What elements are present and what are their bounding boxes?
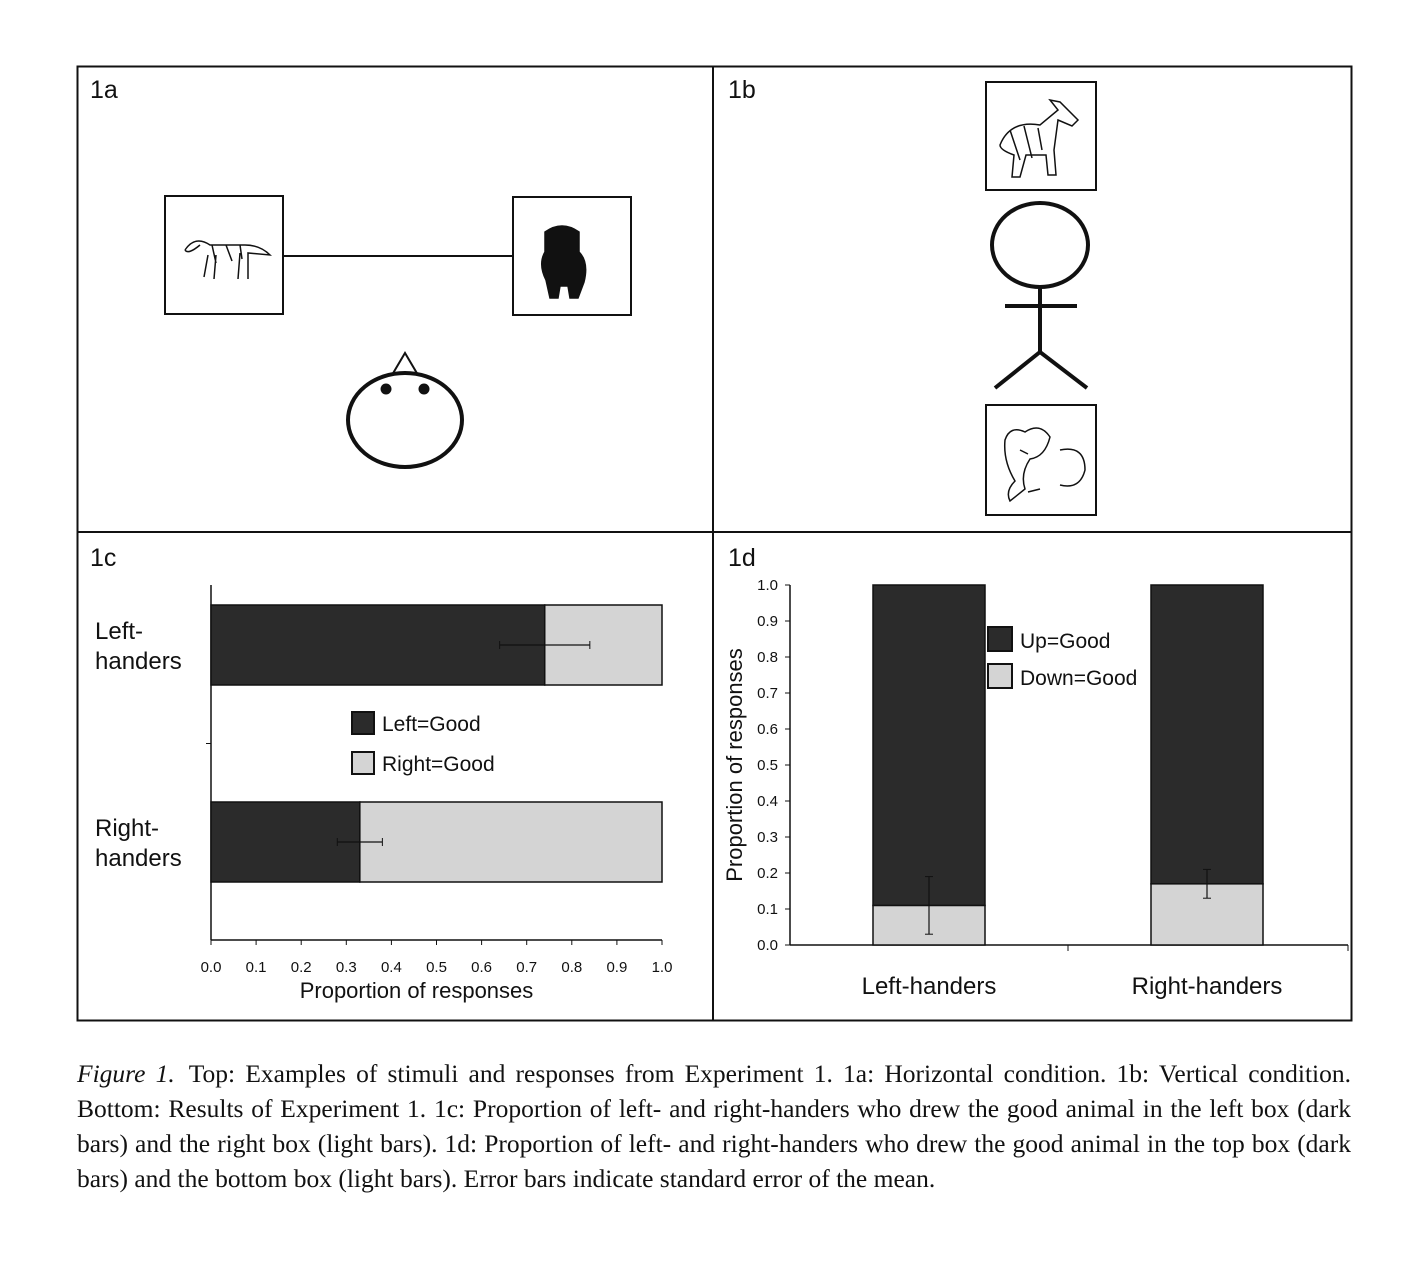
y-tick-label: 0.3 [757, 829, 778, 846]
error-bar [925, 876, 933, 935]
legend-swatch [987, 663, 1013, 689]
y-tick-label: 0.5 [757, 757, 778, 774]
x-axis-label: Proportion of responses [300, 978, 534, 1003]
y-tick-label: 0.2 [757, 865, 778, 882]
x-tick-label: 0.0 [201, 959, 222, 976]
figure: 1a 1b 1c 0.0 0.1 0.2 0.3 0.4 0.5 0.6 0.7 0.8 0.9 1.… [76, 65, 1353, 1022]
y-tick-label: 0.1 [757, 901, 778, 918]
y-tick-label: 0.7 [757, 685, 778, 702]
x-tick-label: 0.6 [471, 959, 492, 976]
category-label: Right-handers [95, 815, 182, 872]
caption-lead: Figure 1. [77, 1059, 175, 1088]
x-tick-label: 0.1 [246, 959, 267, 976]
bar-segment [1150, 584, 1264, 885]
bar-segment [872, 584, 986, 907]
error-bar [1203, 868, 1211, 899]
x-tick-label: 0.7 [516, 959, 537, 976]
caption: Figure 1. Top: Examples of stimuli and re… [77, 1056, 1351, 1196]
panel-label: 1d [728, 544, 756, 572]
category-line: handers [95, 648, 182, 675]
panel-label: 1c [90, 544, 116, 572]
bar-segment [210, 604, 546, 686]
figure-frame [76, 65, 1353, 1022]
legend-swatch [987, 626, 1013, 652]
legend-label: Down=Good [1020, 667, 1137, 690]
legend-label: Left=Good [382, 713, 481, 736]
x-tick-label: 1.0 [652, 959, 673, 976]
category-label: Left-handers [95, 618, 182, 675]
y-tick-label: 0.4 [757, 793, 778, 810]
x-tick-label: 0.4 [381, 959, 402, 976]
legend-label: Up=Good [1020, 630, 1110, 653]
y-tick-label: 0.0 [757, 937, 778, 954]
y-axis-label: Proportion of responses [722, 648, 747, 882]
legend-swatch [351, 711, 375, 735]
caption-text: Top: Examples of stimuli and responses f… [77, 1059, 1351, 1193]
category-line: Right- [95, 815, 159, 842]
y-tick-label: 0.9 [757, 613, 778, 630]
legend-swatch [351, 751, 375, 775]
x-tick-label: 0.3 [336, 959, 357, 976]
category-line: Left- [95, 618, 143, 645]
x-tick-label: Right-handers [1132, 973, 1283, 1000]
error-bar [336, 838, 383, 846]
x-tick-label: 0.5 [426, 959, 447, 976]
bar-segment [359, 801, 663, 883]
legend-label: Right=Good [382, 753, 495, 776]
vertical-stimulus [985, 81, 1097, 516]
y-tick-label: 0.6 [757, 721, 778, 738]
y-tick-label: 1.0 [757, 577, 778, 594]
bar-segment [210, 801, 361, 883]
x-tick-label: 0.2 [291, 959, 312, 976]
category-line: handers [95, 845, 182, 872]
horizontal-stimulus [164, 195, 632, 469]
panel-label: 1a [90, 76, 118, 104]
error-bar [499, 641, 591, 649]
y-tick-label: 0.8 [757, 649, 778, 666]
x-tick-label: 0.9 [606, 959, 627, 976]
panel-label: 1b [728, 76, 756, 104]
x-tick-label: 0.8 [561, 959, 582, 976]
x-tick-label: Left-handers [862, 973, 997, 1000]
